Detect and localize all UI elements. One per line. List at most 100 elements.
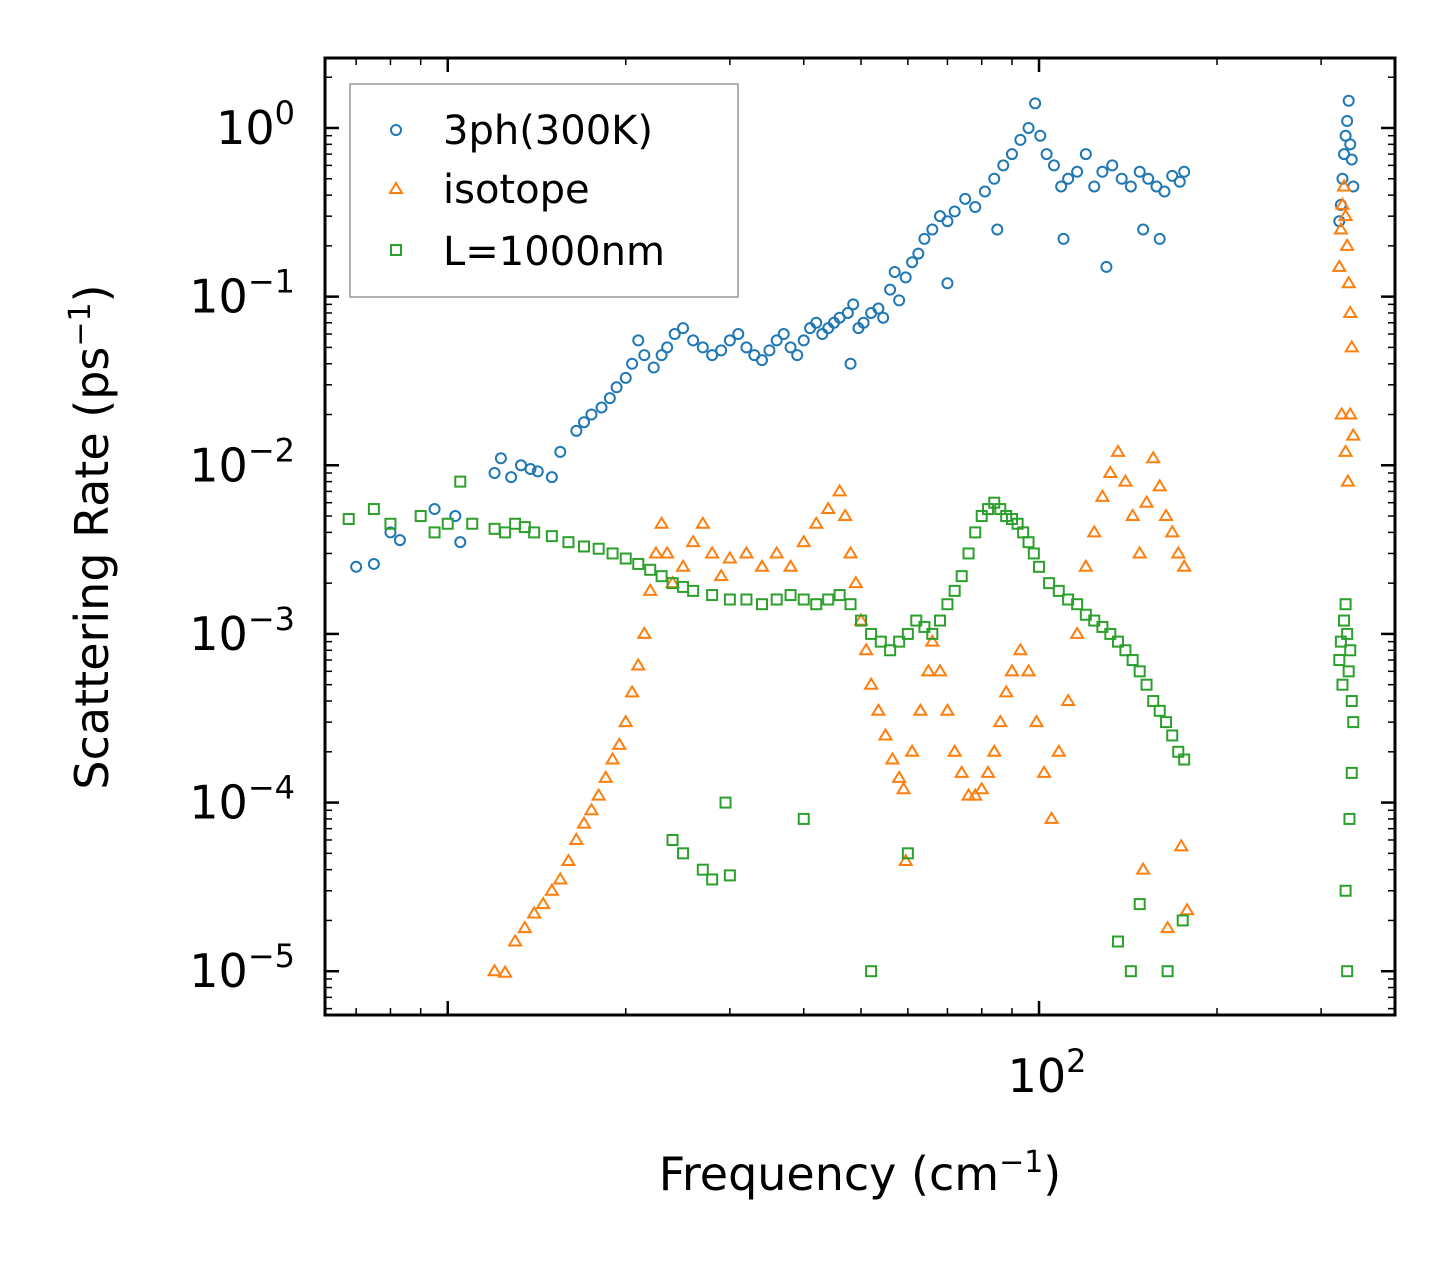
data-point xyxy=(893,635,906,648)
data-point xyxy=(763,344,776,357)
data-point xyxy=(841,306,854,319)
data-point xyxy=(507,933,523,947)
y-tick-label: 10−2 xyxy=(189,431,295,492)
data-point xyxy=(982,503,995,516)
data-point xyxy=(755,598,768,611)
data-point xyxy=(626,357,639,370)
data-point xyxy=(901,627,914,640)
data-point xyxy=(611,736,628,750)
data-point xyxy=(899,271,912,284)
data-point xyxy=(906,256,919,269)
y-axis-title: Scattering Rate (ps−1) xyxy=(63,284,119,789)
data-point xyxy=(1333,406,1350,420)
y-tick-label: 10−3 xyxy=(189,600,295,661)
data-point xyxy=(770,334,783,347)
data-point xyxy=(1140,678,1153,691)
data-point xyxy=(636,625,653,639)
data-point xyxy=(393,534,406,547)
data-point xyxy=(644,563,657,576)
data-point xyxy=(1028,714,1045,728)
data-point xyxy=(1043,577,1056,590)
legend-marker-isotope xyxy=(388,181,404,194)
data-point xyxy=(560,853,577,867)
data-point xyxy=(1057,232,1070,245)
data-point xyxy=(863,676,879,690)
legend: 3ph(300K) isotope L=1000nm xyxy=(349,83,739,298)
data-point xyxy=(655,570,668,583)
data-point xyxy=(1071,165,1084,178)
data-point xyxy=(910,614,923,627)
data-point xyxy=(1027,547,1040,560)
data-point xyxy=(1005,148,1018,161)
data-point xyxy=(1342,305,1358,318)
data-point xyxy=(991,223,1004,236)
y-tick-label: 10−4 xyxy=(189,769,295,830)
data-point xyxy=(986,743,1003,757)
data-point xyxy=(661,341,674,354)
data-point xyxy=(659,545,675,559)
data-point xyxy=(1133,165,1146,178)
data-point xyxy=(1147,695,1160,708)
data-point xyxy=(655,349,668,362)
data-point xyxy=(926,627,939,640)
data-point xyxy=(948,205,961,218)
y-tick-label: 10−1 xyxy=(189,263,295,324)
data-point xyxy=(1340,275,1357,289)
data-point xyxy=(576,815,592,829)
data-point xyxy=(535,896,551,910)
data-point xyxy=(732,328,745,341)
data-point xyxy=(941,598,954,611)
data-point xyxy=(723,869,736,882)
data-point xyxy=(1176,558,1192,572)
data-point xyxy=(998,684,1014,698)
data-point xyxy=(1339,884,1352,897)
data-point xyxy=(497,964,513,978)
data-point xyxy=(1342,406,1358,420)
legend-box xyxy=(349,83,739,298)
data-point xyxy=(1020,663,1037,677)
legend-label-boundary: L=1000nm xyxy=(443,229,665,275)
series-3 xyxy=(342,475,1360,978)
data-point xyxy=(795,534,812,548)
data-point xyxy=(722,550,738,564)
data-point xyxy=(1179,902,1195,916)
data-point xyxy=(1014,133,1027,146)
data-point xyxy=(877,311,890,324)
data-point xyxy=(544,882,560,896)
data-point xyxy=(1345,695,1358,708)
data-point xyxy=(1339,237,1355,251)
data-point xyxy=(666,833,679,846)
data-point xyxy=(893,294,906,307)
data-point xyxy=(1079,148,1092,161)
data-point xyxy=(822,593,835,606)
data-point xyxy=(1022,121,1035,134)
legend-marker-boundary xyxy=(390,244,402,256)
data-point xyxy=(454,475,467,488)
data-point xyxy=(706,349,719,362)
data-point xyxy=(844,357,857,370)
data-point xyxy=(992,714,1009,728)
data-point xyxy=(810,598,823,611)
data-point xyxy=(1115,172,1128,185)
data-point xyxy=(1142,172,1155,185)
data-point xyxy=(704,545,720,559)
data-point xyxy=(1343,339,1360,353)
data-point xyxy=(1110,443,1126,457)
data-point xyxy=(578,416,591,429)
plot-frame xyxy=(323,56,1397,1017)
data-point xyxy=(1153,704,1166,717)
data-point xyxy=(1126,654,1139,667)
data-point xyxy=(1094,488,1111,502)
data-point xyxy=(782,558,799,572)
data-point xyxy=(895,781,912,795)
data-point xyxy=(494,452,507,465)
data-point xyxy=(350,560,363,573)
data-point xyxy=(865,627,878,640)
data-point xyxy=(857,316,870,329)
legend-marker-3ph xyxy=(390,124,402,136)
data-point xyxy=(1133,665,1146,678)
data-point xyxy=(1337,443,1354,457)
data-point xyxy=(912,702,929,716)
data-point xyxy=(1339,598,1352,611)
data-point xyxy=(1004,663,1020,677)
